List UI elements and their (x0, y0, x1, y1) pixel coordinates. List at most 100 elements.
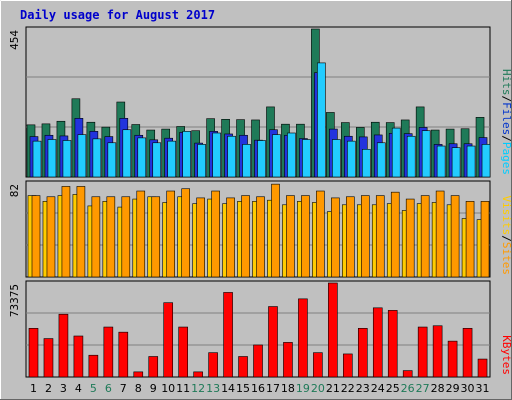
day-label-29: 29 (446, 382, 460, 395)
legend-files: Files (500, 102, 512, 135)
bar-kbytes-27 (417, 326, 428, 378)
bar-sites-14 (226, 197, 235, 278)
bar-pages-29 (451, 147, 461, 178)
bar-pages-10 (167, 140, 177, 178)
bar-pages-4 (77, 134, 87, 178)
bar-sites-12 (196, 197, 205, 278)
bar-pages-12 (197, 144, 206, 178)
bar-kbytes-21 (328, 282, 338, 378)
bar-kbytes-15 (238, 356, 248, 378)
bar-kbytes-29 (447, 340, 458, 378)
bar-pages-9 (152, 142, 162, 178)
bar-sites-25 (390, 191, 400, 278)
bar-pages-19 (302, 139, 311, 178)
bar-sites-7 (121, 196, 131, 278)
bar-kbytes-2 (43, 338, 54, 378)
day-label-16: 16 (251, 382, 265, 395)
bar-pages-14 (227, 135, 236, 178)
bar-pages-20 (317, 62, 326, 178)
bar-kbytes-5 (88, 354, 99, 378)
bar-sites-4 (76, 186, 86, 278)
legend-hits: Hits (500, 69, 512, 96)
day-label-25: 25 (386, 382, 400, 395)
bar-kbytes-18 (283, 342, 293, 378)
bar-sites-27 (420, 195, 430, 278)
bar-sites-20 (316, 190, 325, 278)
bar-pages-8 (137, 137, 147, 178)
bar-kbytes-30 (462, 328, 473, 378)
bar-sites-21 (331, 197, 340, 278)
bar-sites-8 (136, 190, 146, 278)
legend-separator: / (500, 235, 512, 242)
bar-kbytes-28 (432, 325, 443, 378)
bar-kbytes-22 (343, 353, 353, 378)
bar-sites-11 (181, 188, 190, 278)
bar-kbytes-6 (103, 326, 114, 378)
bar-sites-22 (346, 196, 355, 278)
day-label-19: 19 (296, 382, 310, 395)
bar-pages-11 (182, 131, 191, 178)
day-label-30: 30 (461, 382, 475, 395)
bar-kbytes-3 (58, 313, 69, 378)
bar-kbytes-24 (372, 307, 383, 378)
day-label-12: 12 (191, 382, 205, 395)
day-label-9: 9 (150, 382, 157, 395)
bar-kbytes-16 (253, 344, 263, 378)
bar-kbytes-20 (313, 352, 323, 378)
bar-pages-24 (376, 142, 386, 178)
day-label-13: 13 (206, 382, 220, 395)
bar-kbytes-11 (178, 326, 188, 378)
bar-sites-18 (286, 195, 295, 278)
day-label-5: 5 (90, 382, 97, 395)
bar-sites-10 (166, 190, 176, 278)
bar-pages-23 (361, 148, 371, 178)
day-label-23: 23 (356, 382, 370, 395)
day-label-21: 21 (326, 382, 340, 395)
bar-kbytes-10 (163, 302, 174, 378)
panel-visits-sites: 82 Visits/Sites (8, 180, 512, 278)
bar-pages-13 (212, 132, 221, 178)
bar-kbytes-12 (193, 371, 203, 378)
bar-pages-6 (107, 142, 117, 178)
bar-sites-23 (360, 195, 370, 278)
bar-sites-28 (435, 190, 445, 278)
day-label-27: 27 (416, 382, 430, 395)
bar-kbytes-8 (133, 371, 144, 378)
bar-pages-22 (347, 140, 356, 178)
ymax-label: 73375 (8, 284, 21, 317)
bars (27, 183, 490, 278)
bar-pages-15 (242, 144, 251, 178)
legend-separator: / (500, 96, 512, 103)
day-label-17: 17 (266, 382, 280, 395)
bar-pages-25 (391, 127, 401, 178)
day-label-24: 24 (371, 382, 385, 395)
day-label-7: 7 (120, 382, 127, 395)
bar-sites-17 (271, 183, 280, 278)
bar-pages-18 (287, 132, 296, 178)
bar-sites-19 (301, 195, 310, 278)
bars (26, 28, 491, 178)
bar-pages-26 (406, 135, 416, 178)
day-label-1: 1 (30, 382, 37, 395)
bar-sites-5 (91, 196, 101, 278)
bar-pages-27 (421, 130, 431, 178)
legend-pages: Pages (500, 142, 512, 175)
bar-pages-5 (92, 138, 102, 178)
ymax-label: 454 (8, 30, 21, 50)
day-label-10: 10 (161, 382, 175, 395)
day-label-20: 20 (311, 382, 325, 395)
legend-hits-files-pages: Hits/Files/Pages (500, 69, 512, 175)
bar-kbytes-23 (357, 328, 368, 378)
bar-sites-31 (480, 201, 490, 278)
bar-sites-3 (61, 186, 71, 278)
day-label-14: 14 (221, 382, 235, 395)
bar-sites-1 (31, 195, 41, 278)
bar-kbytes-25 (387, 310, 398, 378)
bar-pages-3 (62, 140, 72, 178)
bar-kbytes-4 (73, 335, 84, 378)
bar-sites-29 (450, 195, 460, 278)
bar-sites-6 (106, 196, 116, 278)
bar-sites-9 (151, 196, 161, 278)
legend-separator: / (500, 135, 512, 142)
